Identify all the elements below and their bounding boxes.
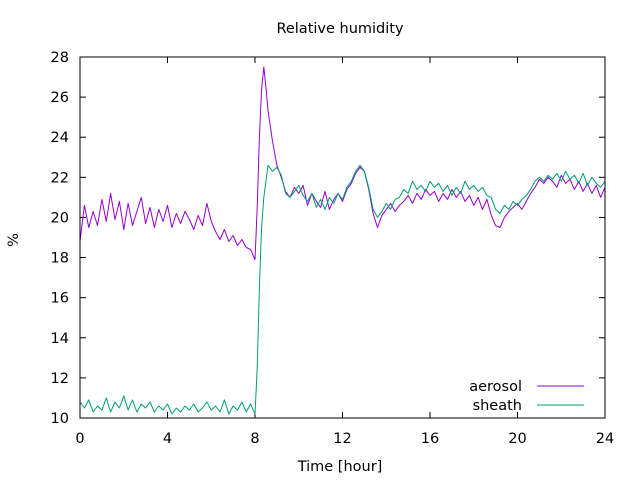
plot-frame	[79, 56, 606, 419]
y-tick-label: 18	[51, 251, 69, 267]
y-tick-label: 28	[51, 50, 69, 66]
legend: aerosol sheath	[469, 379, 584, 414]
y-tick-label: 26	[51, 90, 69, 106]
series-line-aerosol	[79, 66, 606, 261]
y-axis: 10 12 14 16 18 20 22 24 26 28	[51, 50, 605, 427]
chart-title: Relative humidity	[276, 21, 404, 37]
series-lines	[79, 66, 606, 415]
x-axis: 0 4 8 12 16 20 24	[75, 57, 614, 447]
y-tick-label: 22	[51, 170, 69, 186]
y-tick-label: 10	[51, 411, 69, 427]
y-tick-label: 16	[51, 291, 69, 307]
x-tick-label: 4	[163, 431, 172, 447]
x-tick-label: 20	[508, 431, 526, 447]
y-tick-label: 20	[51, 210, 69, 226]
y-tick-label: 24	[51, 130, 69, 146]
x-axis-title: Time [hour]	[297, 459, 383, 475]
y-axis-title: %	[6, 233, 22, 247]
x-tick-label: 0	[75, 431, 84, 447]
y-tick-label: 14	[51, 331, 69, 347]
x-tick-label: 16	[421, 431, 439, 447]
legend-label-aerosol: aerosol	[469, 379, 522, 395]
x-tick-label: 24	[596, 431, 614, 447]
x-tick-label: 8	[250, 431, 259, 447]
series-line-sheath	[79, 164, 606, 415]
y-tick-label: 12	[51, 371, 69, 387]
x-tick-label: 12	[333, 431, 351, 447]
legend-label-sheath: sheath	[473, 398, 522, 414]
